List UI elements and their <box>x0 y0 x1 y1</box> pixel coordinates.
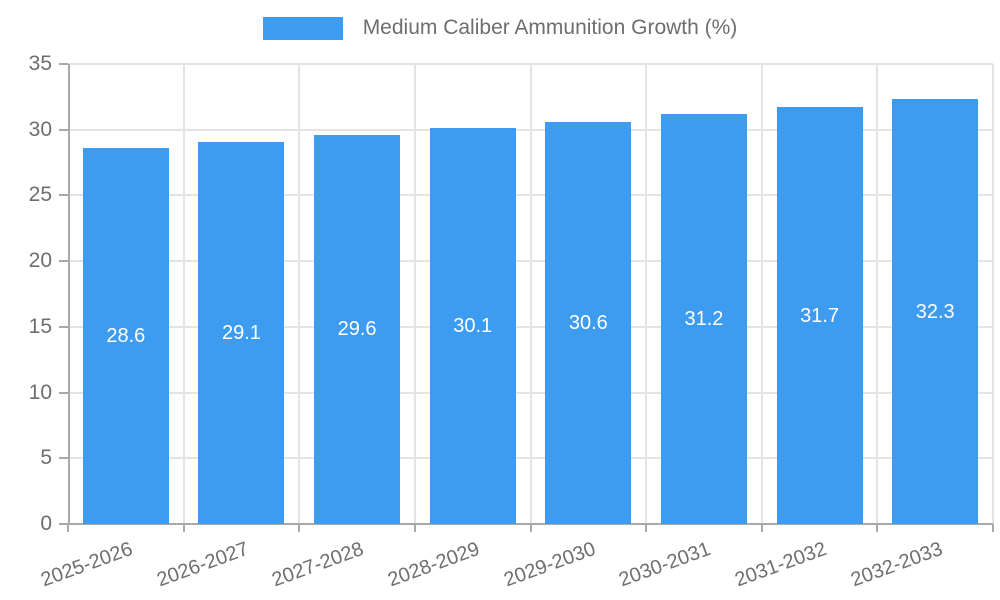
y-tick-label: 25 <box>28 183 52 207</box>
y-tick-mark <box>59 128 68 131</box>
x-tick-mark <box>67 524 69 532</box>
y-tick-label: 5 <box>40 446 52 470</box>
gridline-vertical <box>992 64 994 524</box>
x-tick-mark <box>298 524 301 532</box>
x-tick-mark <box>760 524 763 532</box>
y-tick-mark <box>59 391 68 394</box>
y-tick-mark <box>59 523 68 525</box>
x-tick-mark <box>529 524 532 532</box>
legend-swatch <box>262 16 343 40</box>
gridline-vertical <box>182 64 185 524</box>
bar[interactable] <box>429 128 516 524</box>
legend-label: Medium Caliber Ammunition Growth (%) <box>362 16 738 39</box>
x-tick-mark <box>182 524 185 532</box>
gridline-vertical <box>298 64 301 524</box>
bar[interactable] <box>82 148 169 524</box>
x-axis-line <box>68 523 993 525</box>
x-tick-mark <box>413 524 416 532</box>
gridline-vertical <box>645 64 648 524</box>
y-tick-label: 15 <box>28 314 52 338</box>
gridline-vertical <box>529 64 532 524</box>
bar[interactable] <box>198 141 285 524</box>
y-tick-mark <box>59 194 68 197</box>
x-tick-label-text: 2032-2033 <box>847 537 946 592</box>
x-tick-label: 2032-2033 <box>637 537 945 591</box>
legend[interactable]: Medium Caliber Ammunition Growth (%) <box>0 16 1000 40</box>
y-tick-mark <box>59 325 68 328</box>
gridline-vertical <box>760 64 763 524</box>
bar[interactable] <box>660 113 747 524</box>
bar[interactable] <box>314 134 401 524</box>
y-tick-mark <box>59 457 68 460</box>
x-tick-mark <box>645 524 648 532</box>
y-tick-label: 20 <box>28 249 52 273</box>
bar[interactable] <box>545 121 632 524</box>
y-tick-mark <box>59 260 68 263</box>
bar[interactable] <box>892 99 979 524</box>
y-tick-label: 10 <box>28 380 52 404</box>
bar[interactable] <box>776 107 863 524</box>
gridline-vertical <box>876 64 879 524</box>
y-tick-mark <box>59 63 68 65</box>
plot-area: 28.6 29.1 29.6 30.1 30.6 31.2 31.7 32.3 <box>68 63 994 525</box>
y-axis-line <box>68 64 70 524</box>
x-tick-mark <box>876 524 879 532</box>
y-tick-label: 30 <box>28 117 52 141</box>
y-tick-label: 0 <box>40 512 52 535</box>
gridline-vertical <box>413 64 416 524</box>
y-tick-label: 35 <box>28 52 52 75</box>
x-tick-mark <box>992 524 994 532</box>
